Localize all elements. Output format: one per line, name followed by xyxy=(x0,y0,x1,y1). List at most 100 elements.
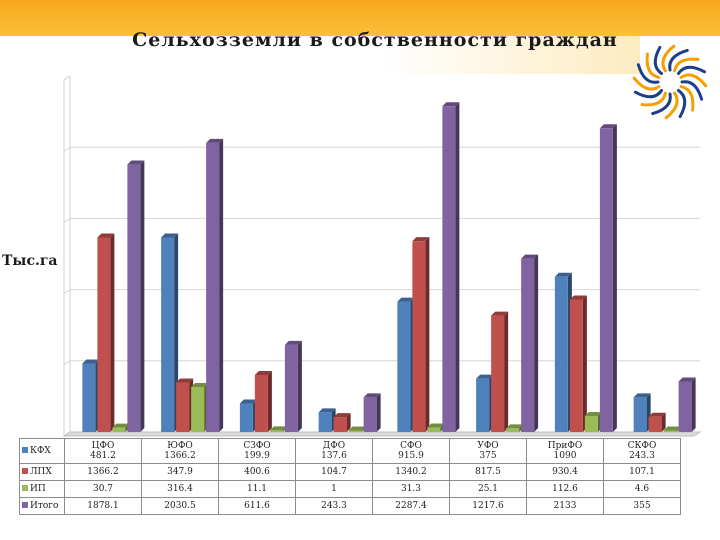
bar-top xyxy=(82,359,100,364)
data-value: 31.3 xyxy=(400,484,422,494)
bar xyxy=(176,382,190,432)
bar-top xyxy=(476,374,494,379)
table-cell: 11.1 xyxy=(218,480,296,498)
logo-ray xyxy=(651,92,672,116)
bar xyxy=(348,430,362,432)
legend-label: ЛПХ xyxy=(30,467,52,477)
title-bar xyxy=(0,36,640,74)
table-cell: 107.1 xyxy=(603,463,681,481)
bar xyxy=(333,417,347,432)
table-cell: 1217.6 xyxy=(449,497,527,515)
table-cell: 1 xyxy=(295,480,373,498)
table-cell: 2030.5 xyxy=(141,497,219,515)
bar xyxy=(397,301,411,432)
bar-side xyxy=(376,393,381,432)
bar xyxy=(318,412,332,432)
table-cell: ДФО 137.6 xyxy=(295,438,373,464)
data-value: 4.6 xyxy=(634,484,650,494)
bar xyxy=(476,378,490,432)
bar-top xyxy=(678,377,696,382)
y-axis-line xyxy=(63,75,71,81)
data-value: 104.7 xyxy=(321,467,347,477)
bar-top xyxy=(191,382,209,387)
bar-top xyxy=(412,237,430,242)
category-label: ЮФО xyxy=(167,441,193,451)
logo-ray xyxy=(633,88,664,99)
table-row: Итого 1878.1 2030.5 611.6 243.3 2287.4 1217.6 2… xyxy=(19,497,681,515)
data-value: 30.7 xyxy=(92,484,114,494)
chart-floor xyxy=(62,431,702,437)
bar-side xyxy=(582,295,587,432)
gridline xyxy=(63,360,71,366)
table-cell: 611.6 xyxy=(218,497,296,515)
header-band xyxy=(0,0,720,36)
bar xyxy=(506,428,520,432)
bar xyxy=(491,315,505,432)
data-value: 112.6 xyxy=(552,484,578,494)
bar xyxy=(363,397,377,432)
legend-entry: ЛПХ xyxy=(19,463,65,481)
logo-ray xyxy=(664,91,679,120)
bar xyxy=(678,381,692,432)
table-cell: 1366.2 xyxy=(64,463,142,481)
bar xyxy=(584,415,598,432)
table-row: КФХ ЦФО 481.2 ЮФО 1366.2 СЗФО 199.9 ДФО 137.6 СФО… xyxy=(19,438,681,464)
data-value: 1366.2 xyxy=(87,467,119,477)
data-value: 107.1 xyxy=(629,467,655,477)
bar xyxy=(206,142,220,432)
bar-side xyxy=(219,138,224,432)
bar-top xyxy=(663,426,681,431)
bar-top xyxy=(599,124,617,129)
bar-side xyxy=(140,160,145,432)
bar xyxy=(554,276,568,432)
legend-key xyxy=(22,502,28,508)
bar-top xyxy=(254,370,272,375)
bar xyxy=(569,299,583,432)
category-label: СЗФО xyxy=(243,441,271,451)
data-value: 611.6 xyxy=(244,501,270,511)
category-label: ЦФО xyxy=(91,441,115,451)
bar-top xyxy=(269,426,287,431)
bar-top xyxy=(206,138,224,143)
table-cell: 2133 xyxy=(526,497,604,515)
table-cell: ЮФО 1366.2 xyxy=(141,438,219,464)
bar xyxy=(648,416,662,432)
table-cell: 316.4 xyxy=(141,480,219,498)
bar xyxy=(112,427,126,432)
bar-side xyxy=(110,233,115,432)
bar-top xyxy=(397,297,415,302)
bar xyxy=(239,403,253,432)
logo-ray xyxy=(653,45,664,76)
data-value: 1 xyxy=(331,484,337,494)
bar xyxy=(521,258,535,432)
table-cell: 400.6 xyxy=(218,463,296,481)
data-value: 375 xyxy=(479,451,497,461)
bar xyxy=(82,363,96,432)
table-cell: ЦФО 481.2 xyxy=(64,438,142,464)
data-value: 2133 xyxy=(553,501,577,511)
bar-top xyxy=(442,102,460,107)
legend-label: ИП xyxy=(30,484,46,494)
table-cell: 1878.1 xyxy=(64,497,142,515)
data-value: 347.9 xyxy=(167,467,193,477)
category-label: СФО xyxy=(400,441,422,451)
table-row: ИП 30.7 316.4 11.1 1 31.3 25.1 112.6 4.6 xyxy=(19,480,681,498)
table-cell: 355 xyxy=(603,497,681,515)
bar-top xyxy=(284,340,302,345)
table-cell: 31.3 xyxy=(372,480,450,498)
bar-top xyxy=(569,295,587,300)
bar-side xyxy=(534,254,539,432)
data-value: 243.3 xyxy=(629,451,655,461)
category-label: ПриФО xyxy=(547,441,583,451)
data-table: КФХ ЦФО 481.2 ЮФО 1366.2 СЗФО 199.9 ДФО 137.6 СФО… xyxy=(19,438,681,515)
logo-ray xyxy=(680,80,704,101)
bar-top xyxy=(363,393,381,398)
bar-top xyxy=(161,233,179,238)
bar-side xyxy=(691,377,696,432)
bar-side xyxy=(297,340,302,432)
bar-top xyxy=(506,424,524,429)
data-value: 25.1 xyxy=(477,484,499,494)
bar-side xyxy=(425,237,430,432)
bar-top xyxy=(348,426,366,431)
legend-entry: КФХ xyxy=(19,438,65,464)
